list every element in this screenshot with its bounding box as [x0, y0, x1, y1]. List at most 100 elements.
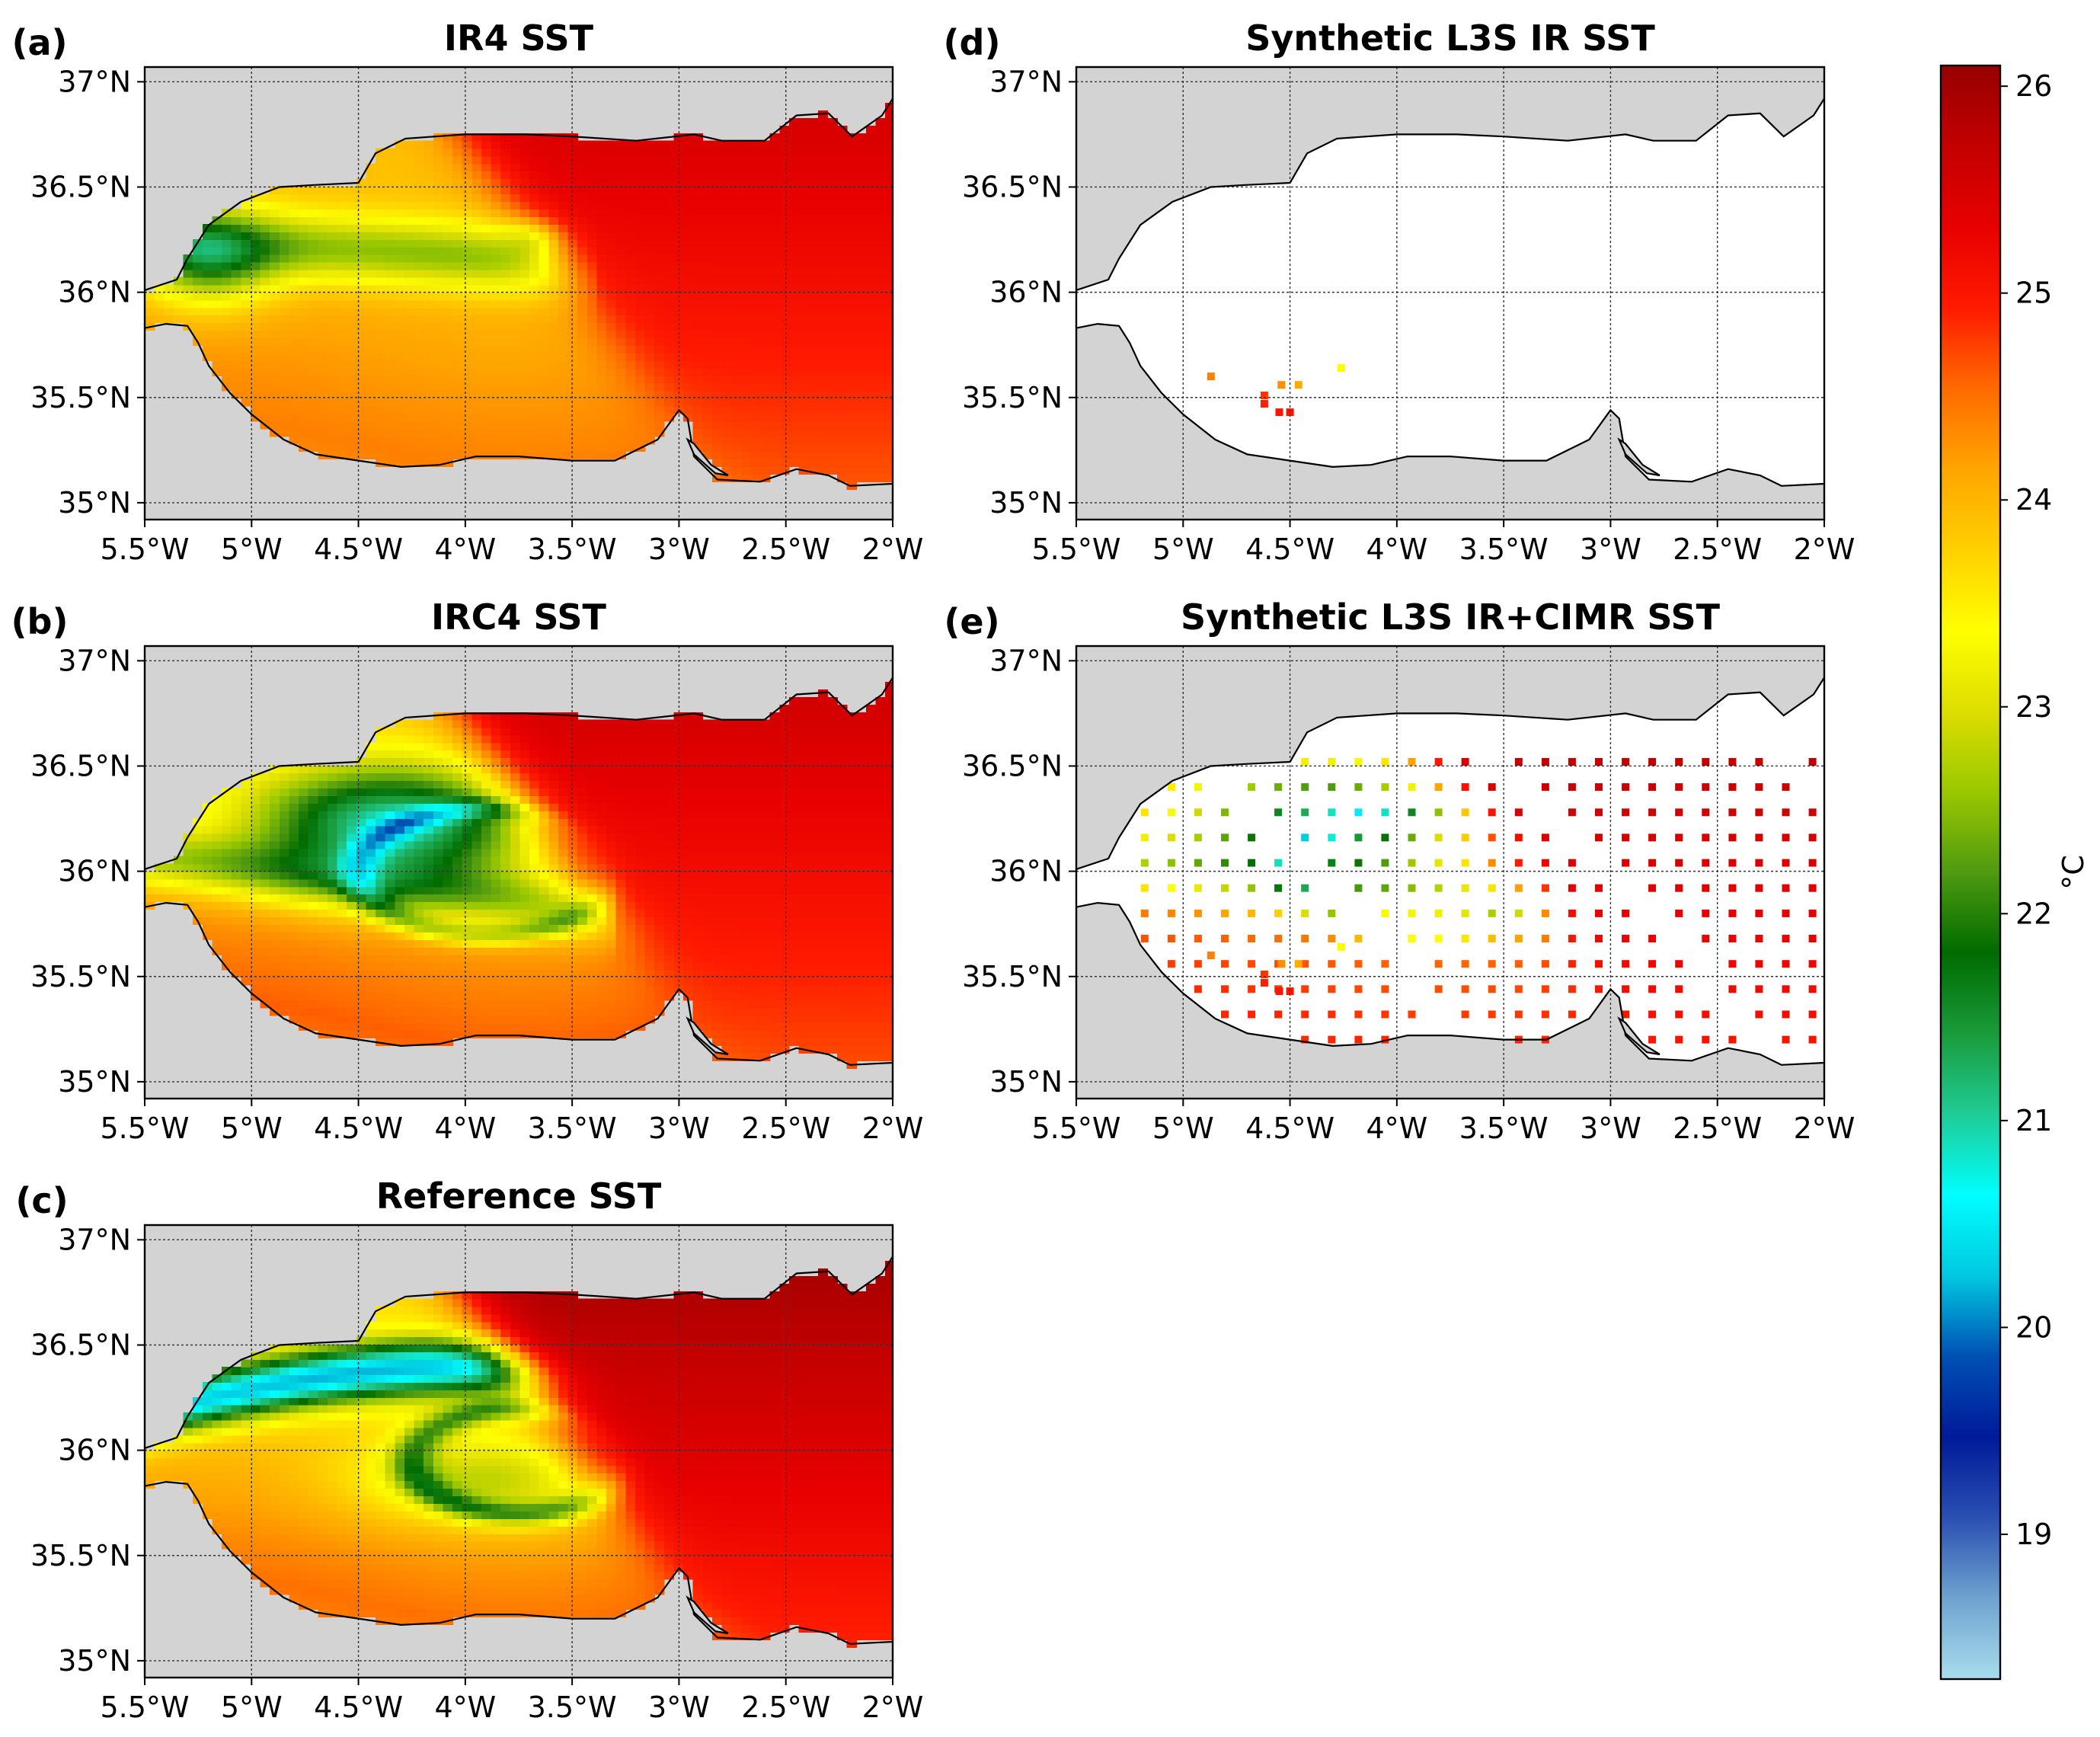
- sst-observation-point: [1568, 808, 1576, 817]
- x-tick-label: 2°W: [1794, 533, 1855, 566]
- sst-observation-point: [1622, 960, 1630, 968]
- sst-field: [145, 1261, 893, 1648]
- sst-observation-point: [1461, 960, 1469, 968]
- sst-observation-point: [1568, 783, 1576, 792]
- sst-observation-point: [1207, 952, 1215, 960]
- x-tick-label: 5°W: [221, 533, 283, 566]
- y-tick-label: 35°N: [58, 1644, 131, 1678]
- sst-observation-point: [1808, 859, 1817, 867]
- sst-observation-point: [1301, 783, 1309, 792]
- x-tick-label: 4.5°W: [1245, 1112, 1334, 1145]
- sst-observation-point: [1595, 985, 1603, 993]
- sst-observation-point: [1541, 935, 1549, 942]
- x-tick-label: 4°W: [434, 1112, 496, 1145]
- sst-observation-point: [1622, 909, 1630, 917]
- gridlines: [1076, 67, 1824, 520]
- sst-observation-point: [1595, 884, 1603, 892]
- sst-observation-point: [1301, 960, 1309, 968]
- sst-observation-point: [1622, 859, 1630, 867]
- sst-observation-point: [1167, 884, 1175, 892]
- coastline-south: [145, 322, 893, 487]
- sst-observation-point: [1568, 935, 1576, 942]
- sst-observation-point: [1728, 1035, 1737, 1044]
- y-tick-label: 36°N: [58, 276, 131, 309]
- sst-observation-point: [1461, 909, 1469, 917]
- sst-observation-point: [1622, 833, 1630, 842]
- y-tick-label: 36.5°N: [962, 170, 1063, 203]
- sst-observation-point: [1755, 935, 1763, 942]
- sst-observation-point: [1381, 1010, 1389, 1019]
- sst-observation-point: [1408, 909, 1416, 917]
- sst-observation-point: [1782, 909, 1790, 917]
- sst-observation-point: [1194, 935, 1202, 942]
- sst-observation-point: [1248, 884, 1256, 892]
- x-tick-label: 3°W: [648, 1691, 710, 1724]
- sst-observation-point: [1782, 1035, 1790, 1044]
- sst-observation-point: [1354, 859, 1363, 867]
- sst-observation-point: [1167, 909, 1175, 917]
- sst-observation-point: [1702, 758, 1710, 766]
- lagoon-coast: [1617, 1016, 1661, 1056]
- sst-observation-point: [1675, 884, 1683, 892]
- sst-observation-point: [1461, 833, 1469, 842]
- sst-observations: [1140, 758, 1817, 1044]
- sst-observation-point: [1194, 960, 1202, 968]
- sst-observation-point: [1675, 859, 1683, 867]
- coastline-north: [145, 98, 893, 291]
- sst-observation-point: [1354, 935, 1363, 942]
- x-tick-label: 5°W: [221, 1112, 283, 1145]
- sst-observation-point: [1301, 1035, 1309, 1044]
- sst-observation-point: [1755, 884, 1763, 892]
- sst-observation-point: [1434, 783, 1443, 792]
- sst-observation-point: [1808, 833, 1817, 842]
- sst-observation-point: [1675, 808, 1683, 817]
- sst-observation-point: [1728, 758, 1737, 766]
- x-tick-label: 3.5°W: [528, 1112, 617, 1145]
- y-tick-label: 37°N: [989, 644, 1063, 677]
- sst-observation-point: [1354, 833, 1363, 842]
- sst-observation-point: [1755, 808, 1763, 817]
- sst-observation-point: [1434, 935, 1443, 942]
- sst-observation-point: [1274, 884, 1283, 892]
- sst-observation-point: [1541, 833, 1549, 842]
- sst-observation-point: [1408, 1010, 1416, 1019]
- y-tick-label: 35°N: [989, 1065, 1063, 1099]
- colorbar-tick-label: 25: [2015, 277, 2052, 310]
- sst-observation-point: [1728, 859, 1737, 867]
- sst-observation-point: [1488, 1010, 1496, 1019]
- sst-observation-point: [1648, 833, 1657, 842]
- sst-observation-point: [1514, 960, 1523, 968]
- lagoon-coast: [686, 437, 729, 477]
- x-tick-label: 3°W: [1580, 533, 1641, 566]
- panel-title: Synthetic L3S IR SST: [1245, 18, 1655, 59]
- sst-observation-point: [1354, 808, 1363, 817]
- x-tick-label: 3°W: [648, 1112, 710, 1145]
- sst-observation-point: [1648, 884, 1657, 892]
- sst-observation-point: [1461, 859, 1469, 867]
- sst-observation-point: [1328, 758, 1336, 766]
- sst-observation-point: [1221, 833, 1229, 842]
- sst-observation-point: [1221, 909, 1229, 917]
- sst-observation-point: [1354, 884, 1363, 892]
- x-tick-label: 2°W: [1794, 1112, 1855, 1145]
- x-tick-label: 3.5°W: [1459, 1112, 1549, 1145]
- sst-observation-point: [1408, 859, 1416, 867]
- sst-observation-point: [1221, 859, 1229, 867]
- colorbar-tick-label: 24: [2015, 483, 2052, 517]
- sst-observation-point: [1755, 985, 1763, 993]
- sst-observation-point: [1541, 909, 1549, 917]
- sst-observation-point: [1541, 859, 1549, 867]
- coastline-north: [1076, 98, 1824, 291]
- sst-observation-point: [1434, 758, 1443, 766]
- panel-title: IR4 SST: [444, 18, 594, 59]
- sst-observation-point: [1354, 1010, 1363, 1019]
- sst-observation-point: [1221, 935, 1229, 942]
- panel-e: 5.5°W 5°W 4.5°W 4°W 3.5°W 3°W 2.5°W 2°W 37°N 36.5…: [944, 597, 1855, 1145]
- sst-observation-point: [1408, 783, 1416, 792]
- x-tick-label: 2.5°W: [741, 1112, 830, 1145]
- panel-title: Synthetic L3S IR+CIMR SST: [1181, 597, 1721, 638]
- sst-observation-point: [1755, 1010, 1763, 1019]
- panel-d: 5.5°W 5°W 4.5°W 4°W 3.5°W 3°W 2.5°W 2°W 37°N 36.5…: [944, 18, 1855, 566]
- sst-observation-point: [1808, 1035, 1817, 1044]
- sst-observation-point: [1461, 808, 1469, 817]
